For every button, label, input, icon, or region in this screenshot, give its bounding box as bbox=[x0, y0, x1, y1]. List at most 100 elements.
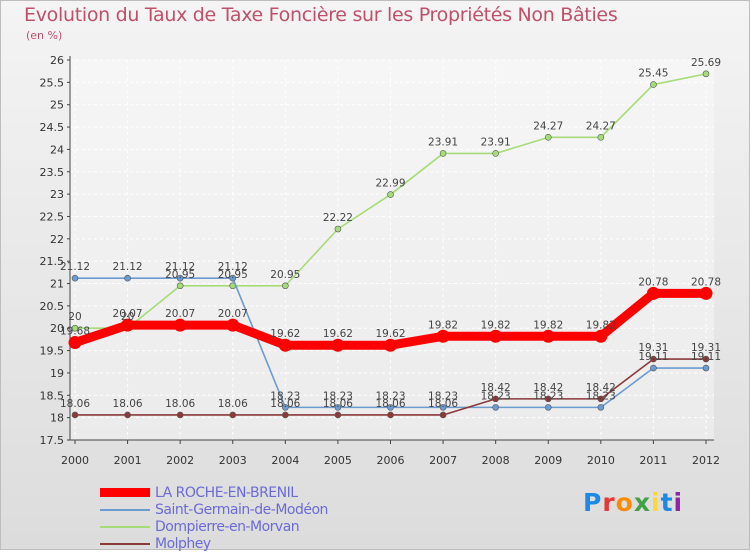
y-tick-label: 17.5 bbox=[40, 434, 65, 447]
data-label: 18.06 bbox=[60, 398, 90, 410]
data-label: 21.12 bbox=[165, 261, 195, 273]
data-label: 18.06 bbox=[428, 398, 458, 410]
logo-letter: i bbox=[673, 488, 684, 517]
data-point bbox=[334, 225, 342, 233]
data-label: 25.69 bbox=[691, 57, 721, 69]
data-point bbox=[387, 411, 394, 419]
data-label: 19.82 bbox=[428, 319, 458, 331]
data-point bbox=[699, 286, 713, 300]
y-tick-label: 20 bbox=[50, 322, 64, 335]
data-point bbox=[71, 324, 79, 332]
data-point bbox=[544, 395, 552, 403]
data-point bbox=[541, 329, 555, 343]
data-label: 18.23 bbox=[428, 390, 458, 402]
y-tick-label: 19 bbox=[50, 367, 64, 380]
data-point bbox=[436, 329, 450, 343]
data-label: 24.27 bbox=[586, 120, 616, 132]
logo-letter: t bbox=[660, 488, 674, 517]
data-point bbox=[282, 411, 289, 419]
data-point bbox=[387, 404, 394, 411]
data-label: 20.07 bbox=[113, 308, 143, 320]
data-point bbox=[176, 411, 184, 419]
data-label: 21.12 bbox=[218, 261, 248, 273]
data-label: 18.06 bbox=[375, 398, 405, 410]
data-point bbox=[384, 338, 397, 352]
data-point bbox=[176, 282, 184, 290]
data-label: 19.82 bbox=[586, 319, 616, 331]
data-label: 18.23 bbox=[586, 390, 616, 402]
x-tick-label: 2007 bbox=[429, 454, 457, 467]
legend-item[interactable]: Dompierre-en-Morvan bbox=[100, 518, 328, 535]
data-label: 22.22 bbox=[323, 212, 353, 224]
data-point bbox=[492, 150, 499, 157]
data-point bbox=[278, 338, 292, 352]
legend-label: LA ROCHE-EN-BRENIL bbox=[155, 484, 298, 501]
x-tick-label: 2001 bbox=[114, 454, 142, 467]
data-point bbox=[229, 411, 237, 419]
data-point bbox=[544, 134, 552, 141]
data-label: 20.95 bbox=[165, 269, 195, 281]
legend: LA ROCHE-EN-BRENIL Saint-Germain-de-Modé… bbox=[100, 484, 328, 552]
data-point bbox=[650, 364, 657, 372]
legend-label: Saint-Germain-de-Modéon bbox=[155, 501, 328, 518]
logo-letter: i bbox=[651, 488, 661, 517]
data-point bbox=[282, 404, 289, 411]
data-point bbox=[492, 395, 499, 403]
data-point bbox=[439, 411, 447, 419]
data-label: 19.62 bbox=[375, 328, 405, 340]
y-tick-label: 23 bbox=[50, 188, 64, 201]
y-tick-label: 18.5 bbox=[40, 389, 65, 402]
data-label: 18.23 bbox=[533, 390, 563, 402]
x-tick-label: 2005 bbox=[324, 454, 352, 467]
data-point bbox=[702, 70, 710, 78]
data-label: 18.23 bbox=[323, 390, 353, 402]
data-label: 20.07 bbox=[165, 308, 195, 320]
legend-item[interactable]: LA ROCHE-EN-BRENIL bbox=[100, 484, 328, 501]
data-point bbox=[597, 395, 605, 403]
data-label: 18.23 bbox=[481, 390, 511, 402]
legend-swatch bbox=[100, 508, 150, 511]
data-label: 20.78 bbox=[691, 276, 721, 288]
x-tick-label: 2004 bbox=[271, 454, 299, 467]
data-label: 18.42 bbox=[481, 382, 511, 394]
data-point bbox=[544, 404, 552, 411]
data-point bbox=[650, 81, 657, 88]
x-tick-label: 2002 bbox=[166, 454, 194, 467]
y-tick-label: 26 bbox=[50, 54, 64, 67]
data-point bbox=[594, 329, 608, 343]
legend-item[interactable]: Molphey bbox=[100, 535, 328, 552]
data-label: 20.95 bbox=[270, 269, 300, 281]
y-tick-label: 25.5 bbox=[40, 76, 65, 89]
data-label: 19.62 bbox=[270, 328, 300, 340]
data-label: 20.07 bbox=[218, 308, 248, 320]
x-tick-label: 2012 bbox=[692, 454, 720, 467]
y-tick-label: 24 bbox=[50, 143, 64, 156]
legend-item[interactable]: Saint-Germain-de-Modéon bbox=[100, 501, 328, 518]
legend-swatch bbox=[100, 542, 150, 545]
y-tick-label: 18 bbox=[50, 412, 64, 425]
data-label: 23.91 bbox=[481, 136, 511, 148]
data-point bbox=[489, 329, 503, 343]
data-point bbox=[176, 274, 184, 282]
legend-swatch bbox=[100, 488, 150, 497]
data-point bbox=[650, 355, 657, 363]
data-point bbox=[597, 134, 605, 141]
data-point bbox=[492, 404, 499, 411]
data-label: 23.91 bbox=[428, 136, 458, 148]
data-label: 18.42 bbox=[533, 382, 563, 394]
legend-label: Dompierre-en-Morvan bbox=[155, 518, 300, 535]
data-label: 19.31 bbox=[691, 342, 721, 354]
y-tick-label: 25 bbox=[50, 99, 64, 112]
data-label: 21.12 bbox=[113, 261, 143, 273]
chart-title: Evolution du Taux de Taxe Foncière sur l… bbox=[24, 4, 618, 26]
data-label: 19.11 bbox=[691, 351, 721, 363]
data-point bbox=[282, 282, 289, 290]
data-label: 20.78 bbox=[638, 276, 668, 288]
data-label: 19.82 bbox=[481, 319, 511, 331]
data-point bbox=[331, 338, 345, 352]
data-point bbox=[71, 411, 79, 419]
legend-label: Molphey bbox=[155, 535, 211, 552]
data-label: 19.68 bbox=[60, 326, 90, 338]
data-point bbox=[226, 318, 240, 332]
